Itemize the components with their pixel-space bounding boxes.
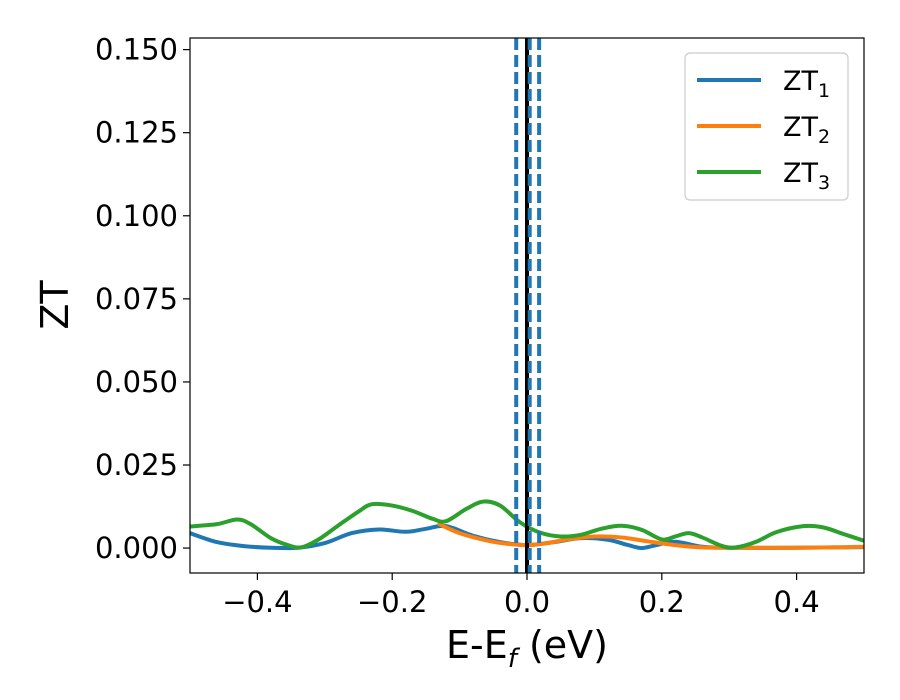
y-tick-label: 0.050: [95, 365, 178, 399]
y-tick-label: 0.000: [95, 531, 178, 565]
x-tick-label: 0.4: [774, 585, 820, 619]
y-tick-label: 0.075: [95, 282, 178, 316]
x-tick-label: 0.0: [504, 585, 550, 619]
y-tick-label: 0.100: [95, 199, 178, 233]
y-tick-label: 0.150: [95, 33, 178, 67]
series-line-zt2: [437, 522, 864, 550]
legend: ZT1 ZT2 ZT3: [684, 52, 849, 201]
x-axis-label: E-Ef (eV): [446, 623, 608, 674]
ticks: −0.4 −0.2 0.0 0.2 0.4 0.000 0.025 0.050 0.075 0.1…: [95, 33, 820, 619]
legend-box: [684, 52, 849, 201]
y-tick-label: 0.125: [95, 116, 178, 150]
data-layer: [190, 499, 864, 551]
vertical-lines: [514, 38, 542, 573]
legend-label-zt3: ZT3: [783, 158, 830, 194]
y-tick-label: 0.025: [95, 448, 178, 482]
x-tick-label: −0.4: [222, 585, 292, 619]
x-tick-label: −0.2: [357, 585, 427, 619]
y-axis-label: ZT: [33, 280, 77, 330]
x-tick-label: 0.2: [639, 585, 685, 619]
legend-label-zt2: ZT2: [783, 112, 830, 148]
series-line-zt3: [190, 499, 864, 550]
legend-label-zt1: ZT1: [783, 66, 830, 102]
